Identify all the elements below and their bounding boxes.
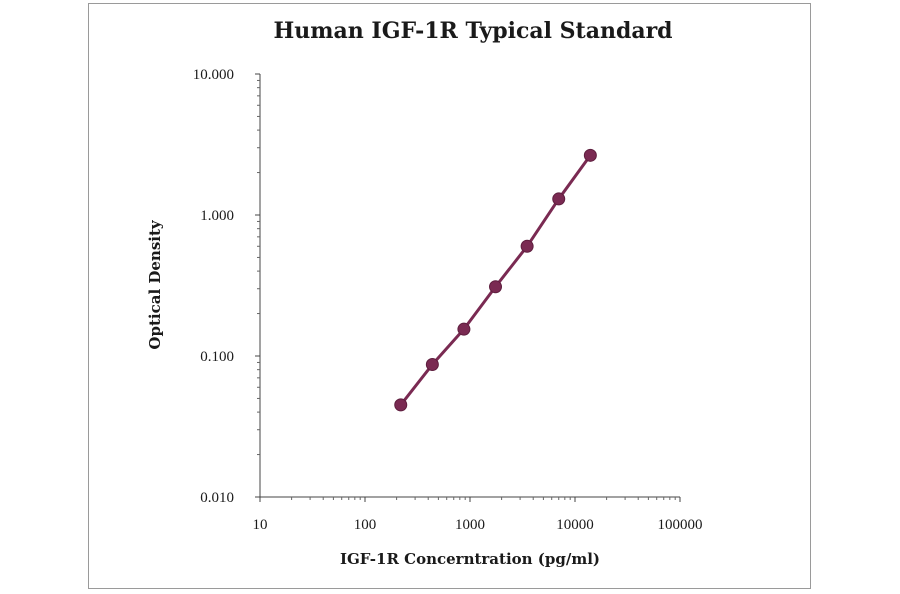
y-tick-label: 0.100 [200, 349, 234, 365]
data-point [457, 322, 471, 336]
plot-area: 0.010 0.100 1.000 10.000 10 100 1000 10000 10000… [193, 67, 703, 533]
chart-title: Human IGF-1R Typical Standard [273, 18, 672, 44]
y-tick-label: 1.000 [200, 208, 234, 224]
data-point [489, 280, 503, 294]
x-tick-label: 10000 [556, 517, 594, 533]
y-tick-label: 0.010 [200, 490, 234, 506]
x-tick-label: 100 [354, 517, 377, 533]
x-tick-label: 1000 [455, 517, 485, 533]
x-tick-label: 100000 [658, 517, 703, 533]
data-point [552, 192, 566, 206]
data-point [425, 358, 439, 372]
y-axis-label: Optical Density [146, 219, 164, 349]
y-tick-label: 10.000 [193, 67, 234, 83]
data-point [520, 239, 534, 253]
chart-frame [88, 3, 811, 589]
x-axis-label: IGF-1R Concerntration (pg/ml) [340, 550, 600, 568]
data-point [394, 398, 408, 412]
x-tick-label: 10 [253, 517, 268, 533]
data-point [583, 148, 597, 162]
